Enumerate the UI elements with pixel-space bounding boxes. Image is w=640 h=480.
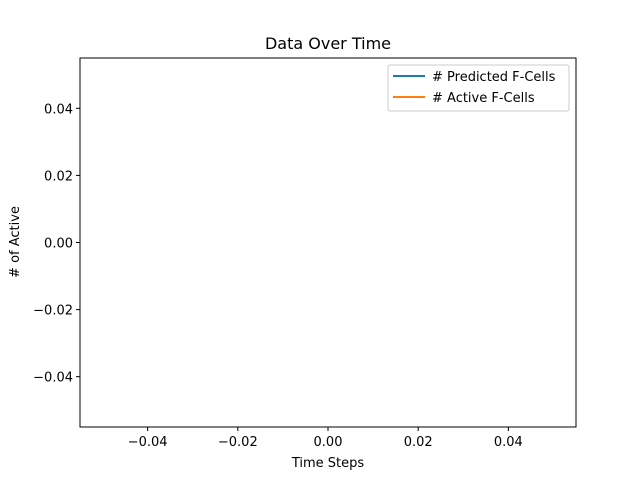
x-axis-label: Time Steps <box>291 456 365 471</box>
x-tick-label: 0.02 <box>404 435 433 450</box>
legend-label-active-f-cells: # Active F-Cells <box>432 91 535 106</box>
x-tick-label: −0.02 <box>218 435 258 450</box>
legend: # Predicted F-Cells # Active F-Cells <box>387 64 570 112</box>
y-tick-label: 0.04 <box>44 102 73 117</box>
y-axis-ticks: −0.04 −0.02 0.00 0.02 0.04 <box>33 102 80 386</box>
x-tick-label: −0.04 <box>128 435 168 450</box>
x-tick-label: 0.04 <box>494 435 523 450</box>
y-tick-label: −0.02 <box>33 304 73 319</box>
legend-label-predicted-f-cells: # Predicted F-Cells <box>432 70 556 85</box>
y-tick-label: −0.04 <box>33 371 73 386</box>
y-axis-label: # of Active <box>8 206 23 278</box>
y-tick-label: 0.00 <box>44 237 73 252</box>
y-tick-label: 0.02 <box>44 169 73 184</box>
x-axis-ticks: −0.04 −0.02 0.00 0.02 0.04 <box>128 427 523 450</box>
chart-title: Data Over Time <box>265 34 391 53</box>
x-tick-label: 0.00 <box>314 435 343 450</box>
legend-box <box>387 64 570 112</box>
